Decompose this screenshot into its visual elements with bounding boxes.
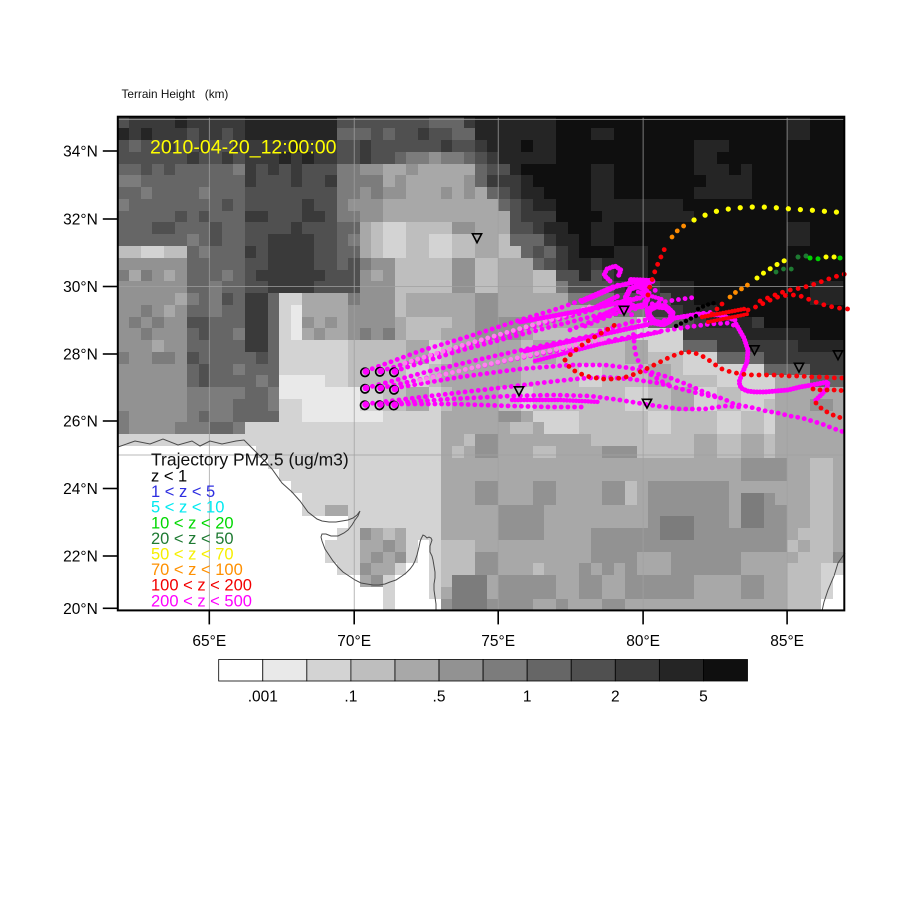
svg-text:24°N: 24°N	[63, 481, 98, 498]
svg-text:Trajectory PM2.5 (ug/m3): Trajectory PM2.5 (ug/m3)	[151, 450, 349, 470]
svg-text:.5: .5	[433, 689, 446, 706]
svg-text:5 < z < 10: 5 < z < 10	[151, 499, 224, 517]
svg-text:10 < z < 20: 10 < z < 20	[151, 514, 234, 532]
svg-text:2: 2	[611, 689, 620, 706]
svg-text:2010-04-20_12:00:00: 2010-04-20_12:00:00	[150, 137, 337, 159]
svg-text:z < 1: z < 1	[151, 468, 187, 486]
svg-text:20°N: 20°N	[63, 601, 98, 618]
svg-text:80°E: 80°E	[626, 633, 660, 650]
svg-text:1 < z < 5: 1 < z < 5	[151, 483, 215, 501]
svg-text:5: 5	[699, 689, 708, 706]
svg-text:22°N: 22°N	[63, 549, 98, 566]
svg-text:1: 1	[523, 689, 532, 706]
svg-text:34°N: 34°N	[63, 144, 98, 161]
svg-text:28°N: 28°N	[63, 347, 98, 364]
svg-text:100 < z < 200: 100 < z < 200	[151, 577, 252, 595]
svg-text:85°E: 85°E	[770, 633, 804, 650]
svg-text:Terrain Height (km): Terrain Height (km)	[122, 87, 229, 101]
svg-text:20 < z < 50: 20 < z < 50	[151, 530, 234, 548]
svg-text:.001: .001	[248, 689, 278, 706]
svg-text:70°E: 70°E	[337, 633, 371, 650]
svg-text:50 < z < 70: 50 < z < 70	[151, 546, 234, 564]
svg-text:65°E: 65°E	[192, 633, 226, 650]
svg-text:200 < z < 500: 200 < z < 500	[151, 592, 252, 610]
svg-text:30°N: 30°N	[63, 279, 98, 296]
svg-text:32°N: 32°N	[63, 212, 98, 229]
svg-text:26°N: 26°N	[63, 414, 98, 431]
svg-text:70 < z < 100: 70 < z < 100	[151, 561, 243, 579]
svg-text:.1: .1	[344, 689, 357, 706]
svg-text:75°E: 75°E	[481, 633, 515, 650]
